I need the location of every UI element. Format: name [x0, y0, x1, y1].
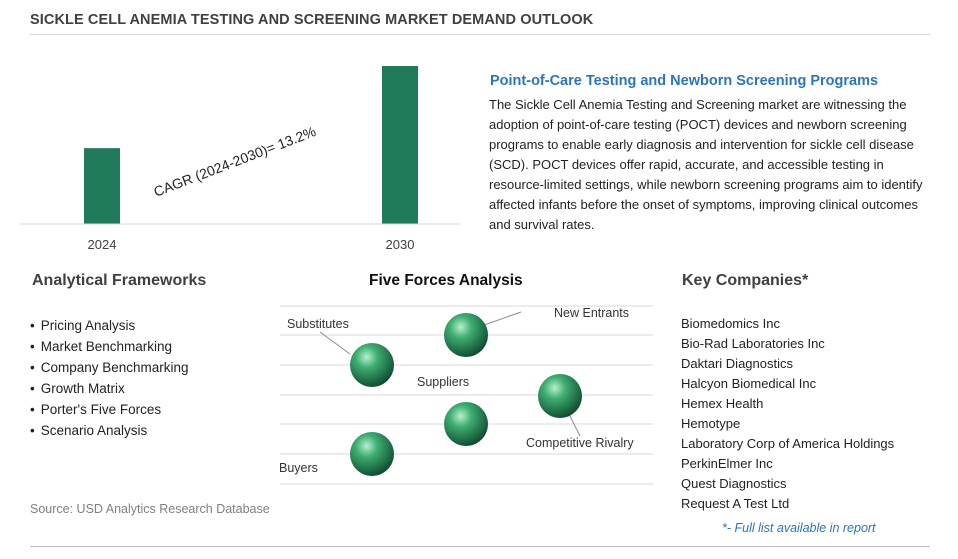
five-forces-heading: Five Forces Analysis — [369, 272, 523, 289]
force-label-buyers: Buyers — [279, 461, 318, 475]
framework-item: Scenario Analysis — [30, 420, 189, 441]
company-item: Bio-Rad Laboratories Inc — [681, 336, 825, 351]
sphere-new-entrants — [444, 313, 488, 357]
sphere-suppliers — [444, 402, 488, 446]
source-note: Source: USD Analytics Research Database — [30, 502, 270, 516]
title-divider — [30, 34, 930, 35]
key-companies-list: Biomedomics Inc Bio-Rad Laboratories Inc D… — [681, 314, 894, 514]
frameworks-heading: Analytical Frameworks — [32, 272, 207, 289]
force-label-substitutes: Substitutes — [287, 317, 349, 331]
force-label-new-entrants: New Entrants — [554, 306, 629, 320]
framework-item: Company Benchmarking — [30, 357, 189, 378]
company-item: Biomedomics Inc — [681, 316, 780, 331]
bar-2030 — [382, 66, 418, 224]
page-title: SICKLE CELL ANEMIA TESTING AND SCREENING… — [30, 12, 594, 28]
full-list-note: *- Full list available in report — [722, 521, 876, 535]
sphere-competitive-rivalry — [538, 374, 582, 418]
company-item: Laboratory Corp of America Holdings — [681, 436, 895, 451]
company-item: Daktari Diagnostics — [681, 356, 793, 371]
x-tick-label: 2030 — [386, 237, 415, 252]
framework-item: Growth Matrix — [30, 378, 189, 399]
sphere-substitutes — [350, 343, 394, 387]
five-forces-diagram: Substitutes New Entrants Suppliers Compe… — [279, 305, 653, 485]
bottom-divider — [30, 546, 930, 547]
leader-line — [319, 331, 351, 355]
poct-heading: Point-of-Care Testing and Newborn Screen… — [490, 73, 879, 89]
company-item: Request A Test Ltd — [681, 496, 790, 511]
bar-2024 — [84, 148, 120, 224]
framework-item: Porter's Five Forces — [30, 399, 189, 420]
market-outlook-chart: 2024 2030 CAGR (2024-2030)= 13.2% — [20, 66, 460, 252]
poct-body: The Sickle Cell Anemia Testing and Scree… — [489, 97, 923, 232]
x-tick-label: 2024 — [88, 237, 117, 252]
key-companies-heading: Key Companies* — [682, 272, 809, 289]
company-item: Quest Diagnostics — [681, 476, 787, 491]
company-item: PerkinElmer Inc — [681, 456, 773, 471]
sphere-buyers — [350, 432, 394, 476]
company-item: Hemex Health — [681, 396, 764, 411]
cagr-annotation: CAGR (2024-2030)= 13.2% — [151, 123, 318, 200]
framework-item: Market Benchmarking — [30, 336, 189, 357]
force-label-suppliers: Suppliers — [417, 375, 469, 389]
company-item: Hemotype — [681, 416, 741, 431]
force-label-competitive-rivalry: Competitive Rivalry — [526, 436, 634, 450]
company-item: Halcyon Biomedical Inc — [681, 376, 817, 391]
framework-item: Pricing Analysis — [30, 315, 189, 336]
frameworks-list: Pricing AnalysisMarket BenchmarkingCompa… — [30, 315, 189, 441]
